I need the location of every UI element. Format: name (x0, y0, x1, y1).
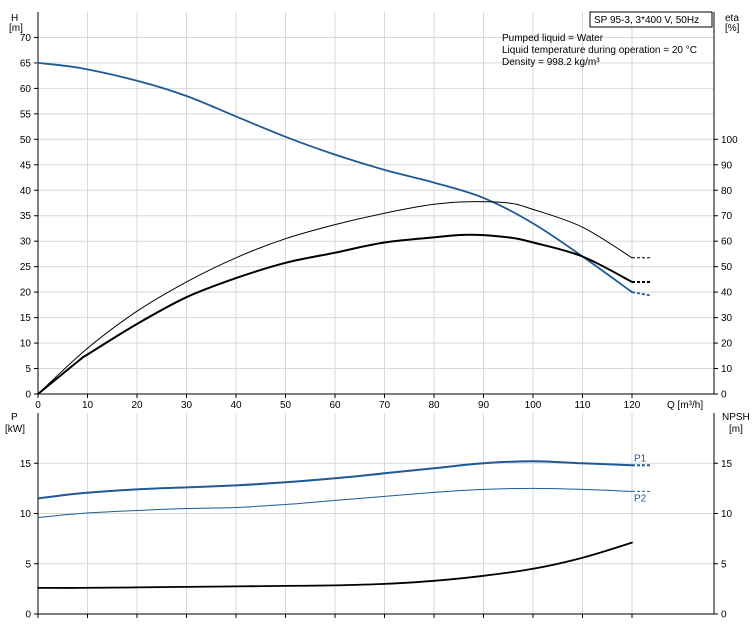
tick-label-npsh-3: 15 (721, 459, 733, 470)
axis-labels: H[m]eta[%]Q [m³/h]P[kW]NPSH[m] (5, 13, 750, 435)
x-axis-label: Q [m³/h] (667, 400, 703, 411)
tick-label-h-3: 15 (20, 313, 32, 324)
tick-label-eta-10: 100 (721, 135, 738, 146)
tick-label-q-3: 30 (181, 400, 193, 411)
tick-label-h-2: 10 (20, 339, 32, 350)
tick-label-h-10: 50 (20, 135, 32, 146)
info-line-pumped-liquid: Pumped liquid = Water (502, 33, 604, 44)
tick-label-p-2: 10 (20, 509, 32, 520)
tick-label-eta-7: 70 (721, 211, 733, 222)
tick-label-q-9: 90 (478, 400, 490, 411)
y-right-label-top: eta (725, 13, 739, 24)
series-label-p2: P2 (634, 493, 647, 504)
axes (37, 12, 715, 615)
tick-label-q-11: 110 (575, 400, 591, 411)
tick-label-eta-0: 0 (721, 390, 727, 401)
top-series-head-extension (631, 291, 652, 297)
tick-label-q-12: 120 (624, 400, 641, 411)
tick-label-q-1: 10 (82, 400, 94, 411)
tick-label-npsh-2: 10 (721, 509, 733, 520)
top-series-head (37, 62, 633, 293)
tick-label-q-10: 100 (525, 400, 542, 411)
tick-label-p-0: 0 (25, 610, 31, 621)
tick-label-p-1: 5 (25, 559, 31, 570)
info-box: SP 95-3, 3*400 V, 50Hz Pumped liquid = W… (502, 11, 713, 68)
bottom-series-p2 (37, 487, 633, 518)
tick-label-h-4: 20 (20, 288, 32, 299)
tick-label-q-8: 80 (428, 400, 440, 411)
y-left-unit-top: [m] (9, 23, 23, 34)
tick-label-npsh-1: 5 (721, 559, 727, 570)
y-left-label-bottom: P (11, 412, 18, 423)
info-box-title: SP 95-3, 3*400 V, 50Hz (594, 15, 699, 26)
bottom-series-npsh (37, 541, 633, 589)
tick-label-q-5: 50 (280, 400, 292, 411)
top-series-eta_hydraulic (37, 201, 633, 395)
tick-label-h-11: 55 (20, 109, 32, 120)
tick-label-h-8: 40 (20, 186, 32, 197)
tick-label-eta-8: 80 (721, 186, 733, 197)
y-left-label-top: H (11, 13, 18, 24)
series-label-p1: P1 (634, 453, 647, 464)
series: P1 P2 (37, 62, 652, 589)
tick-label-eta-9: 90 (721, 160, 733, 171)
tick-label-eta-1: 10 (721, 364, 733, 375)
top-series-eta_total (37, 233, 633, 395)
info-line-density: Density = 998.2 kg/m³ (502, 57, 600, 68)
tick-label-h-12: 60 (20, 84, 32, 95)
tick-label-eta-3: 30 (721, 313, 733, 324)
grid (37, 12, 714, 615)
tick-label-p-3: 15 (20, 459, 32, 470)
tick-label-npsh-0: 0 (721, 610, 727, 621)
tick-label-h-1: 5 (25, 364, 31, 375)
tick-label-h-5: 25 (20, 262, 32, 273)
tick-label-h-9: 45 (20, 160, 32, 171)
tick-label-h-13: 65 (20, 58, 32, 69)
tick-label-h-7: 35 (20, 211, 32, 222)
bottom-series-p1 (37, 460, 633, 500)
tick-label-q-7: 70 (379, 400, 391, 411)
tick-label-q-6: 60 (329, 400, 341, 411)
info-line-temperature: Liquid temperature during operation = 20… (502, 45, 697, 56)
tick-label-eta-5: 50 (721, 262, 733, 273)
tick-label-h-14: 70 (20, 33, 32, 44)
tick-label-eta-6: 60 (721, 237, 733, 248)
tick-label-h-0: 0 (25, 390, 31, 401)
y-right-label-bottom: NPSH (722, 412, 750, 423)
tick-label-h-6: 30 (20, 237, 32, 248)
y-right-unit-top: [%] (725, 23, 740, 34)
tick-label-q-4: 40 (230, 400, 242, 411)
y-right-unit-bottom: [m] (729, 424, 743, 435)
tick-label-eta-2: 20 (721, 339, 733, 350)
tick-label-q-2: 20 (131, 400, 143, 411)
y-left-unit-bottom: [kW] (5, 424, 25, 435)
info-box-title-frame (589, 11, 713, 28)
tick-label-q-0: 0 (35, 400, 41, 411)
tick-label-eta-4: 40 (721, 288, 733, 299)
tick-labels: 0510152025303540455055606570010203040506… (20, 33, 738, 621)
